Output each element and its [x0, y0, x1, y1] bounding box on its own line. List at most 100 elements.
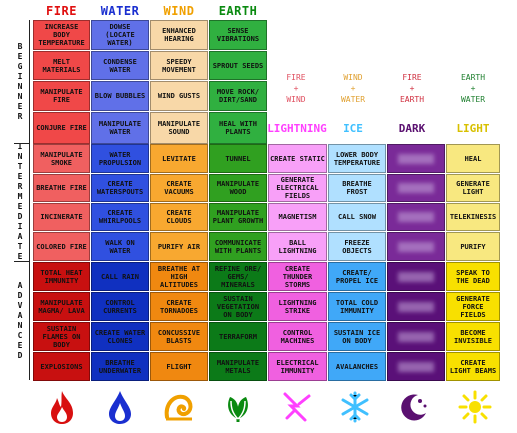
advanced-ice-cell: AVALANCHES [328, 352, 386, 381]
ability-label: COMMUNICATE WITH PLANTS [214, 238, 262, 255]
ability-label: WALK ON WATER [105, 238, 135, 255]
beginner-wind-cell: MANIPULATE SOUND [150, 112, 208, 144]
intermediate-fire-cell: BREATHE FIRE [33, 174, 90, 202]
divider-h1 [14, 143, 30, 144]
snowflake-icon [338, 388, 372, 426]
ability-label: BLOW BUBBLES [94, 92, 146, 100]
ability-label: GENERATE LIGHT [456, 180, 490, 196]
advanced-light-cell: SPEAK TO THE DEAD [446, 262, 500, 291]
intermediate-wind-cell: PURIFY AIR [150, 232, 208, 261]
ability-label: FREEZE OBJECTS [342, 238, 372, 255]
header-fire: FIRE [46, 4, 77, 18]
advanced-wind-cell: FLIGHT [150, 352, 208, 381]
beginner-fire-cell: CONJURE FIRE [33, 112, 90, 144]
advanced-fire-cell: TOTAL HEAT IMMUNITY [33, 262, 90, 291]
advanced-fire-cell: MANIPULATE MAGMA/ LAVA [33, 292, 90, 321]
ability-label: LOWER BODY TEMPERATURE [333, 150, 381, 167]
redacted-text [398, 331, 434, 342]
intermediate-earth-cell: MANIPULATE PLANT GROWTH [209, 203, 267, 231]
ability-label: EXPLOSIONS [40, 362, 83, 371]
ability-label: SPEEDY MOVEMENT [162, 57, 196, 74]
ability-label: TERRAFORM [219, 332, 257, 341]
redacted-text [398, 212, 434, 222]
beginner-fire-cell: MELT MATERIALS [33, 51, 90, 80]
ability-label: SPROUT SEEDS [212, 61, 264, 70]
ability-label: MELT MATERIALS [42, 57, 81, 74]
intermediate-light-cell: PURIFY [446, 232, 500, 261]
advanced-dark-cell [387, 292, 445, 321]
ability-label: CREATE WHIRLPOOLS [98, 209, 142, 225]
advanced-light-cell: CREATE LIGHT BEAMS [446, 352, 500, 381]
ability-label: CALL SNOW [338, 213, 376, 221]
ability-label: GENERATE ELECTRICAL FIELDS [276, 176, 319, 200]
ability-label: SUSTAIN ICE ON BODY [333, 328, 381, 345]
advanced-ice-cell: TOTAL COLD IMMUNITY [328, 292, 386, 321]
intermediate-ice-cell: FREEZE OBJECTS [328, 232, 386, 261]
header-earth: EARTH [218, 4, 258, 18]
beginner-wind-cell: WIND GUSTS [150, 81, 208, 111]
intermediate-wind-cell: LEVITATE [150, 144, 208, 173]
intermediate-dark-cell [387, 174, 445, 202]
ability-label: TOTAL COLD IMMUNITY [335, 298, 379, 315]
ability-label: MANIPULATE WOOD [216, 180, 260, 196]
ability-label: COLORED FIRE [36, 242, 87, 251]
beginner-fire-cell: MANIPULATE FIRE [33, 81, 90, 111]
intermediate-dark-cell [387, 203, 445, 231]
ability-label: CREATE CLOUDS [166, 209, 192, 225]
ability-label: CREATE WATER CLONES [94, 328, 146, 345]
ability-label: CONTROL CURRENTS [103, 298, 137, 315]
title-lightning: LIGHTNING [267, 122, 327, 135]
ability-label: INCINERATE [40, 213, 83, 221]
beginner-water-cell: CONDENSE WATER [91, 51, 149, 80]
advanced-lightning-cell: LIGHTNING STRIKE [268, 292, 327, 321]
beginner-water-cell: BLOW BUBBLES [91, 81, 149, 111]
ability-label: TUNNEL [225, 154, 251, 163]
divider-left [29, 20, 30, 380]
ability-label: CREATE STATIC [270, 154, 325, 163]
ability-label: INCREASE BODY TEMPERATURE [38, 23, 85, 47]
intermediate-earth-cell: MANIPULATE WOOD [209, 174, 267, 202]
advanced-earth-cell: REFINE ORE/ GEMS/ MINERALS [209, 262, 267, 291]
ability-label: WATER PROPULSION [98, 150, 142, 167]
redacted-text [398, 183, 434, 193]
ability-label: DOWSE (LOCATE WATER) [105, 23, 135, 47]
intermediate-lightning-cell: MAGNETISM [268, 203, 327, 231]
header-water: WATER [100, 4, 140, 18]
ability-label: PURIFY AIR [157, 242, 201, 251]
ability-label: CONTROL MACHINES [280, 328, 315, 345]
ability-label: BREATHE FROST [342, 180, 372, 196]
ability-label: MAGNETISM [278, 213, 317, 221]
ability-label: BALL LIGHTNING [278, 238, 317, 255]
ability-label: TOTAL HEAT IMMUNITY [40, 268, 83, 285]
advanced-lightning-cell: ELECTRICAL IMMUNITY [268, 352, 327, 381]
intermediate-dark-cell [387, 232, 445, 261]
intermediate-fire-cell: INCINERATE [33, 203, 90, 231]
advanced-light-cell: BECOME INVISIBLE [446, 322, 500, 351]
ability-label: SUSTAIN FLAMES ON BODY [42, 324, 81, 349]
advanced-light-cell: GENERATE FORCE FIELDS [446, 292, 500, 321]
intermediate-water-cell: CREATE WHIRLPOOLS [91, 203, 149, 231]
advanced-earth-cell: MANIPULATE METALS [209, 352, 267, 381]
intermediate-water-cell: WATER PROPULSION [91, 144, 149, 173]
combo-ice: WIND + WATER [340, 73, 366, 104]
intermediate-light-cell: GENERATE LIGHT [446, 174, 500, 202]
ability-label: GENERATE FORCE FIELDS [456, 294, 490, 319]
beginner-earth-cell: SPROUT SEEDS [209, 51, 267, 80]
fire-icon [46, 388, 78, 426]
ability-label: LEVITATE [162, 154, 196, 163]
sun-icon [458, 388, 492, 426]
combo-dark: FIRE + EARTH [399, 73, 425, 104]
beginner-water-cell: DOWSE (LOCATE WATER) [91, 20, 149, 50]
ability-label: BREATHE FIRE [36, 184, 87, 192]
intermediate-ice-cell: LOWER BODY TEMPERATURE [328, 144, 386, 173]
ability-label: SENSE VIBRATIONS [216, 27, 260, 43]
ability-label: MANIPULATE SOUND [157, 120, 201, 136]
advanced-lightning-cell: CONTROL MACHINES [268, 322, 327, 351]
beginner-wind-cell: SPEEDY MOVEMENT [150, 51, 208, 80]
redacted-text [398, 271, 434, 282]
intermediate-lightning-cell: BALL LIGHTNING [268, 232, 327, 261]
ability-label: CONCUSSIVE BLASTS [157, 328, 201, 345]
intermediate-earth-cell: TUNNEL [209, 144, 267, 173]
